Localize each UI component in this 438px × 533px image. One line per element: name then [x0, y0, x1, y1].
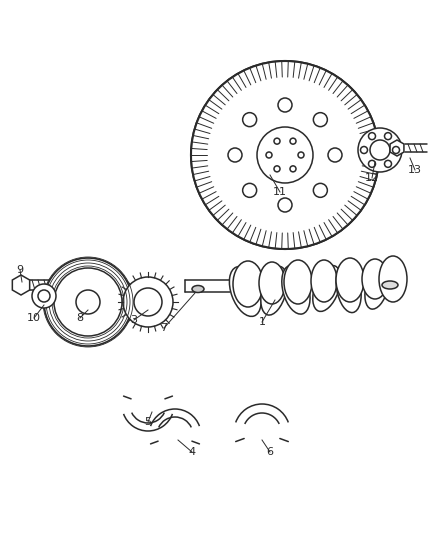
Circle shape — [243, 112, 257, 127]
Text: 12: 12 — [365, 173, 379, 183]
Circle shape — [313, 183, 327, 197]
Ellipse shape — [284, 260, 312, 304]
Circle shape — [191, 61, 379, 249]
Text: 4: 4 — [188, 447, 195, 457]
Circle shape — [76, 290, 100, 314]
Text: 11: 11 — [273, 187, 287, 197]
Circle shape — [313, 112, 327, 127]
Circle shape — [228, 148, 242, 162]
Circle shape — [243, 183, 257, 197]
Circle shape — [134, 288, 162, 316]
Text: 7: 7 — [160, 323, 168, 333]
Circle shape — [44, 258, 132, 346]
Ellipse shape — [230, 266, 261, 317]
Circle shape — [370, 140, 390, 160]
Circle shape — [274, 166, 280, 172]
Circle shape — [290, 138, 296, 144]
Circle shape — [298, 152, 304, 158]
Circle shape — [257, 127, 313, 183]
Text: 2: 2 — [396, 270, 403, 280]
Text: 13: 13 — [408, 165, 422, 175]
Ellipse shape — [311, 260, 337, 302]
Circle shape — [368, 160, 375, 167]
Circle shape — [266, 152, 272, 158]
Ellipse shape — [379, 256, 407, 302]
Circle shape — [290, 166, 296, 172]
Text: 3: 3 — [131, 315, 138, 325]
Circle shape — [368, 133, 375, 140]
Text: 8: 8 — [77, 313, 84, 323]
Ellipse shape — [365, 264, 389, 309]
Ellipse shape — [362, 259, 388, 299]
Circle shape — [278, 198, 292, 212]
Polygon shape — [390, 140, 404, 156]
Text: 6: 6 — [266, 447, 273, 457]
Text: 10: 10 — [27, 313, 41, 323]
Ellipse shape — [336, 263, 361, 312]
Circle shape — [392, 147, 399, 154]
Circle shape — [274, 138, 280, 144]
Text: 1: 1 — [258, 317, 265, 327]
Circle shape — [278, 98, 292, 112]
Polygon shape — [12, 275, 30, 295]
Circle shape — [54, 268, 122, 336]
Circle shape — [38, 290, 50, 302]
Ellipse shape — [233, 261, 263, 307]
Ellipse shape — [261, 266, 287, 315]
Circle shape — [358, 128, 402, 172]
Circle shape — [385, 160, 392, 167]
Circle shape — [123, 277, 173, 327]
Circle shape — [32, 284, 56, 308]
Ellipse shape — [282, 265, 310, 314]
Text: 9: 9 — [17, 265, 24, 275]
Circle shape — [385, 133, 392, 140]
Circle shape — [328, 148, 342, 162]
Circle shape — [360, 147, 367, 154]
Ellipse shape — [192, 286, 204, 293]
Ellipse shape — [336, 258, 364, 302]
Ellipse shape — [259, 262, 285, 304]
Ellipse shape — [313, 265, 341, 311]
Text: 5: 5 — [145, 417, 152, 427]
Ellipse shape — [382, 281, 398, 289]
